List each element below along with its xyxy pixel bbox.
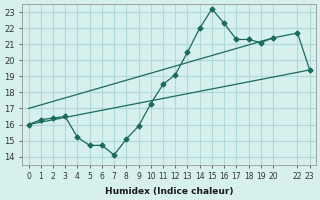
- X-axis label: Humidex (Indice chaleur): Humidex (Indice chaleur): [105, 187, 233, 196]
